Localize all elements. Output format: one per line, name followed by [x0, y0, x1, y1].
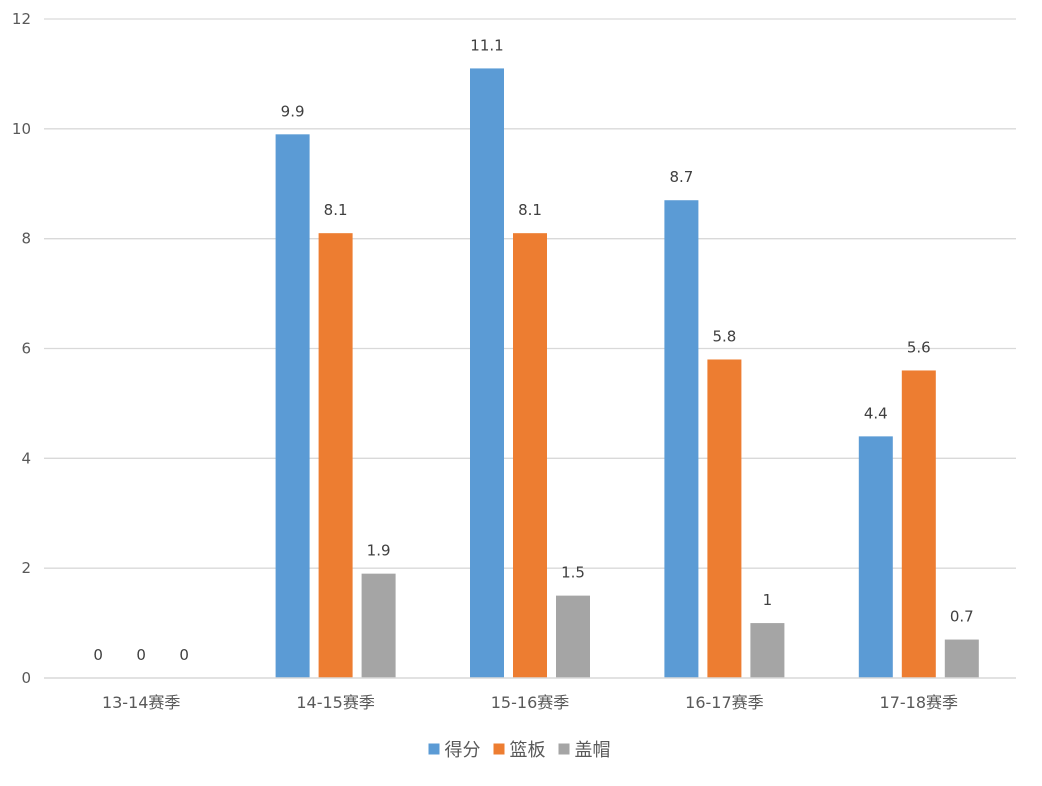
data-label: 0.7: [950, 608, 974, 626]
y-tick-label: 0: [21, 669, 31, 687]
y-axis-ticks: 0 2 4 6 8 10 12: [12, 10, 31, 687]
y-tick-label: 2: [21, 559, 31, 577]
data-label: 0: [179, 646, 189, 664]
legend-swatch: [558, 743, 570, 755]
bar: [513, 233, 547, 679]
y-tick-label: 4: [21, 449, 31, 467]
data-label: 1: [763, 591, 773, 609]
data-label: 0: [136, 646, 146, 664]
y-tick-label: 12: [12, 10, 31, 28]
y-tick-label: 8: [21, 230, 31, 248]
x-tick-label: 16-17赛季: [685, 693, 764, 712]
data-label: 4.4: [864, 404, 888, 422]
data-label: 5.6: [907, 338, 931, 356]
data-label: 1.5: [561, 564, 585, 582]
legend-label: 篮板: [510, 740, 546, 761]
bar: [664, 200, 699, 678]
legend: 得分 篮板 盖帽: [428, 740, 611, 761]
bar: [901, 370, 936, 678]
bar: [944, 639, 979, 678]
y-tick-label: 6: [21, 340, 31, 358]
x-axis: 13-14赛季 14-15赛季 15-16赛季 16-17赛季 17-18赛季: [44, 677, 1016, 712]
data-label: 11.1: [470, 36, 503, 54]
bar: [470, 68, 504, 679]
bar: [361, 573, 396, 678]
bar: [858, 436, 893, 678]
bars: [275, 68, 979, 679]
x-tick-label: 17-18赛季: [880, 693, 959, 712]
x-tick-label: 13-14赛季: [102, 693, 181, 712]
data-label: 8.1: [518, 201, 542, 219]
bar: [275, 134, 310, 678]
bar: [318, 233, 353, 679]
y-tick-label: 10: [12, 120, 31, 138]
legend-swatch: [428, 743, 440, 755]
legend-label: 盖帽: [575, 740, 611, 761]
legend-swatch: [493, 743, 505, 755]
bar: [707, 359, 742, 678]
data-labels: 0 0 0 9.9 8.1 1.9 11.1 8.1 1.5 8.7 5.8 1 4.4 5.6 0.7: [93, 36, 973, 664]
x-tick-label: 14-15赛季: [296, 693, 375, 712]
data-label: 5.8: [712, 327, 736, 345]
data-label: 1.9: [367, 542, 391, 560]
data-label: 0: [93, 646, 103, 664]
legend-label: 得分: [445, 740, 481, 761]
data-label: 8.7: [669, 168, 693, 186]
x-tick-label: 15-16赛季: [491, 693, 570, 712]
bar: [750, 623, 785, 678]
bar: [556, 595, 590, 678]
data-label: 9.9: [281, 102, 305, 120]
data-label: 8.1: [324, 201, 348, 219]
